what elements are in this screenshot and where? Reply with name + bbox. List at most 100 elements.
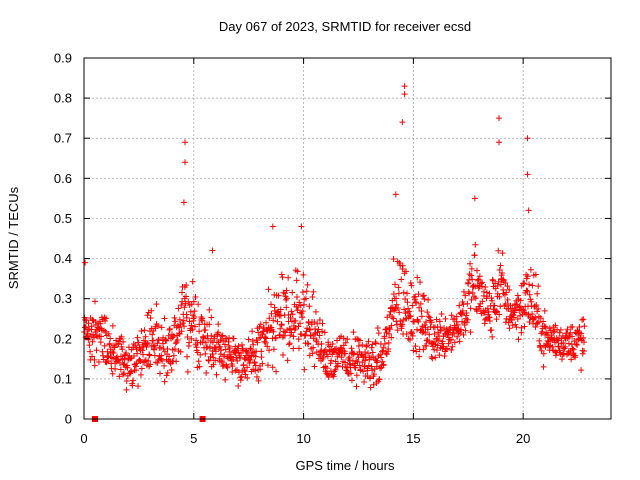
data-point [101, 342, 108, 349]
data-point [110, 349, 117, 356]
data-point [187, 308, 194, 315]
data-point [367, 384, 374, 391]
tick-layer: 0 0.1 0.2 0.3 0.4 0.5 0.6 0.7 0.8 0.9 0 5 10 15 20 [54, 51, 611, 446]
data-point [506, 325, 513, 332]
data-point [144, 312, 151, 319]
data-point [312, 308, 319, 315]
data-point [258, 354, 265, 361]
data-point [360, 368, 367, 375]
data-point [87, 348, 94, 355]
data-point [241, 368, 248, 375]
data-point [367, 374, 374, 381]
data-point [184, 353, 191, 360]
data-point [248, 353, 255, 360]
data-point [457, 330, 464, 337]
data-point [253, 348, 260, 355]
data-point [497, 303, 504, 310]
data-point [476, 273, 483, 280]
data-point [381, 333, 388, 340]
data-point [499, 250, 506, 257]
data-point [416, 353, 423, 360]
data-point [537, 343, 544, 350]
data-point [523, 287, 530, 294]
data-point [222, 376, 229, 383]
data-point [138, 365, 145, 372]
data-point [209, 247, 216, 254]
data-point [171, 314, 178, 321]
data-point [255, 377, 262, 384]
data-point [182, 293, 189, 300]
data-point [184, 333, 191, 340]
data-point [208, 314, 215, 321]
data-point [307, 326, 314, 333]
data-point [416, 304, 423, 311]
data-point [299, 308, 306, 315]
data-point [364, 365, 371, 372]
data-point [268, 310, 275, 317]
data-point [377, 365, 384, 372]
data-point [448, 347, 455, 354]
data-point [130, 352, 137, 359]
data-point [182, 139, 189, 146]
data-point [157, 344, 164, 351]
data-point [189, 278, 196, 285]
data-point [383, 351, 390, 358]
data-point [232, 367, 239, 374]
data-point [139, 347, 146, 354]
data-point [88, 323, 95, 330]
data-point [93, 332, 100, 339]
data-point [442, 346, 449, 353]
data-point [460, 301, 467, 308]
data-point [174, 336, 181, 343]
y-tick-label: 0.6 [54, 171, 72, 186]
data-point [192, 323, 199, 330]
data-point [504, 283, 511, 290]
data-point [463, 309, 470, 316]
data-point [283, 296, 290, 303]
data-point [517, 297, 524, 304]
data-point [180, 317, 187, 324]
data-point [334, 353, 341, 360]
data-point [456, 302, 463, 309]
data-point [425, 296, 432, 303]
data-point [423, 318, 430, 325]
data-point [560, 351, 567, 358]
data-point [238, 350, 245, 357]
data-point [272, 334, 279, 341]
data-point [178, 328, 185, 335]
data-point [485, 308, 492, 315]
data-point [105, 330, 112, 337]
data-point [488, 327, 495, 334]
data-point [340, 335, 347, 342]
data-point [178, 302, 185, 309]
data-point [421, 322, 428, 329]
data-point [177, 321, 184, 328]
data-point [295, 345, 302, 352]
data-point [235, 343, 242, 350]
data-point [244, 364, 251, 371]
data-point [221, 341, 228, 348]
data-point [208, 332, 215, 339]
data-point [243, 348, 250, 355]
data-point [348, 345, 355, 352]
data-point [279, 334, 286, 341]
data-point [429, 355, 436, 362]
data-point [300, 271, 307, 278]
data-point [91, 298, 98, 305]
data-point [206, 321, 213, 328]
data-point [95, 359, 102, 366]
data-point [264, 343, 271, 350]
data-point [534, 290, 541, 297]
data-point [532, 271, 539, 278]
data-point [106, 340, 113, 347]
data-point [117, 366, 124, 373]
data-point [420, 346, 427, 353]
data-point [421, 296, 428, 303]
data-point [502, 319, 509, 326]
data-point [170, 333, 177, 340]
data-point [562, 343, 569, 350]
data-point [265, 286, 272, 293]
data-point [496, 311, 503, 318]
data-point [154, 359, 161, 366]
